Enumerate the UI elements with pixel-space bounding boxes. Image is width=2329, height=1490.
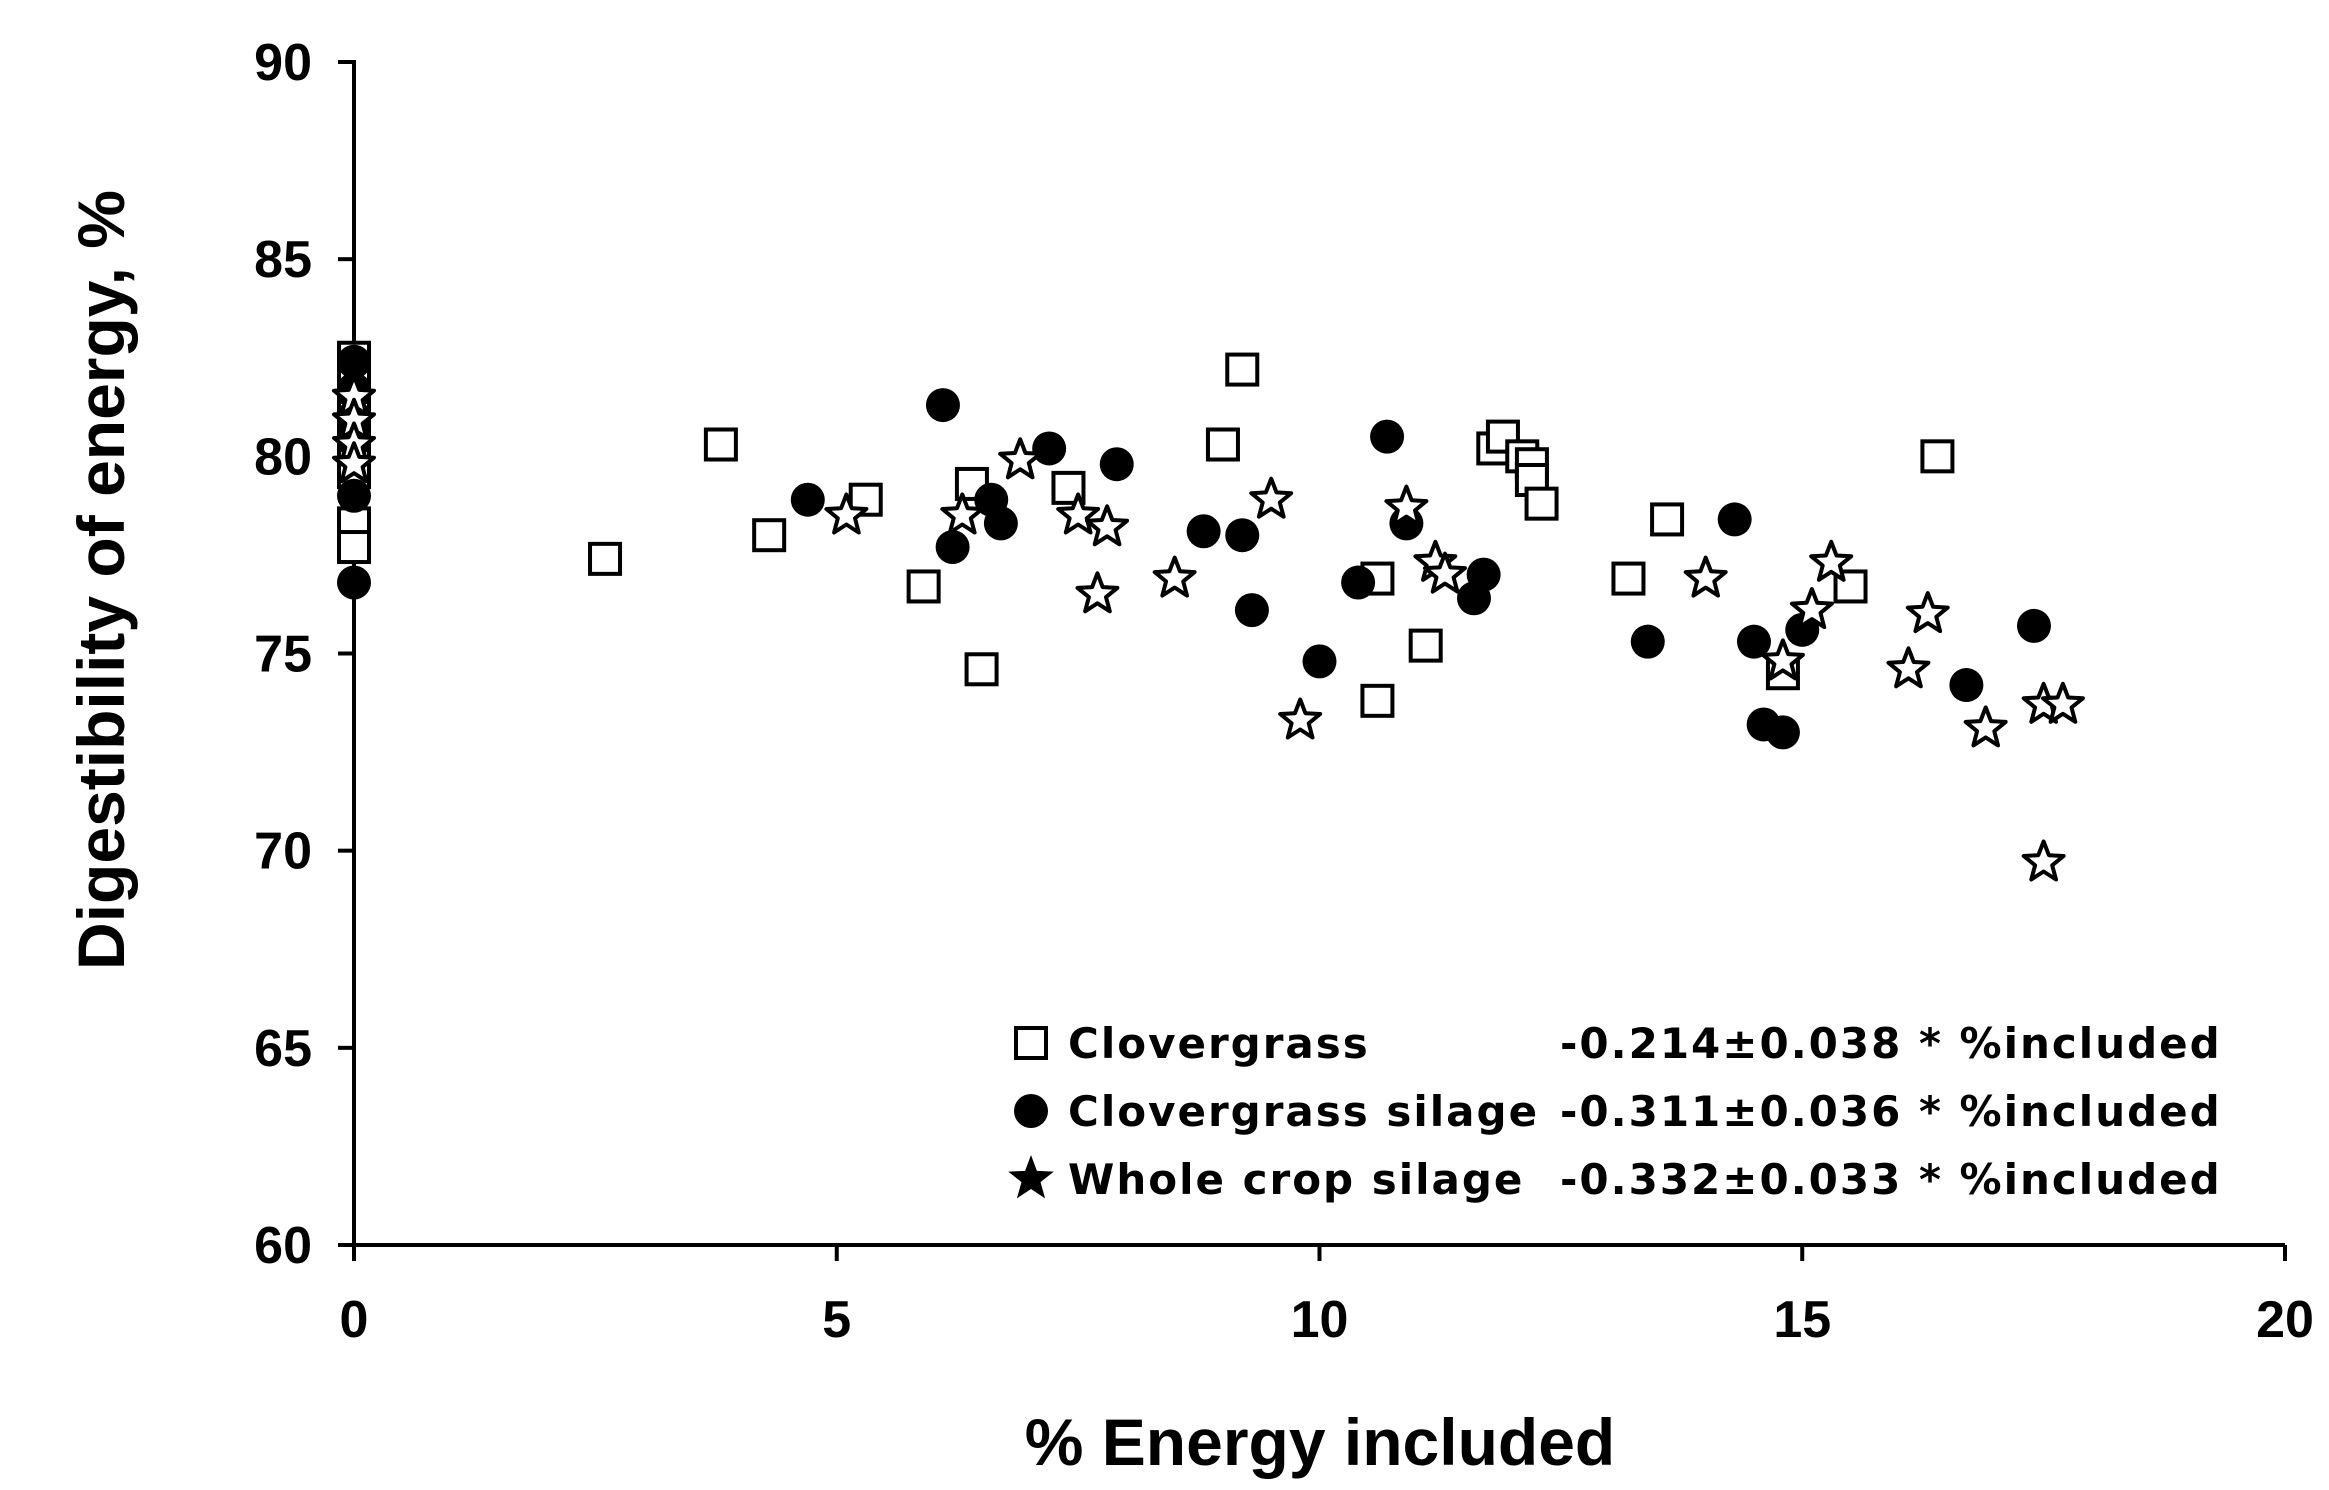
data-point [1717, 502, 1752, 537]
data-point [940, 492, 985, 535]
data-point [1650, 502, 1685, 537]
tick-labels: 60 65 70 75 80 85 90 0 5 10 15 20 [254, 34, 2314, 1349]
data-point [703, 427, 738, 462]
data-point [983, 506, 1018, 541]
data-point [935, 530, 970, 565]
data-point [337, 478, 371, 513]
y-tick-label: 75 [254, 626, 312, 684]
data-point [1085, 504, 1130, 547]
data-point [1736, 624, 1771, 659]
y-axis-title: Digestibility of energy, % [64, 190, 138, 970]
data-point [1341, 565, 1376, 600]
data-point [1249, 476, 1294, 519]
y-tick-label: 65 [254, 1020, 312, 1078]
legend-equation: -0.332±0.033 * %included [1560, 1155, 2222, 1204]
legend-equation: -0.311±0.036 * %included [1560, 1087, 2222, 1136]
x-tick-label: 0 [340, 1291, 369, 1349]
y-tick-label: 60 [254, 1217, 312, 1275]
data-point [2016, 608, 2051, 643]
legend-marker [1014, 1094, 1048, 1128]
data-point [1360, 683, 1395, 718]
legend-label: Whole crop silage [1068, 1155, 1524, 1204]
data-point [2021, 839, 2066, 882]
data-point [1683, 555, 1728, 598]
y-tick-label: 70 [254, 823, 312, 881]
data-point [1152, 555, 1197, 598]
legend-label: Clovergrass silage [1068, 1087, 1539, 1136]
data-point [1384, 484, 1429, 527]
data-point [1524, 486, 1559, 521]
data-point [1186, 514, 1221, 549]
data-point [790, 482, 825, 517]
data-point [1765, 715, 1800, 750]
series-filled-circle [337, 344, 2051, 750]
x-axis-title: % Energy included [1025, 1405, 1615, 1479]
data-point [1920, 439, 1955, 474]
data-point [1370, 419, 1405, 454]
data-point [925, 388, 960, 423]
series-star [332, 374, 2085, 882]
data-point [1056, 492, 1101, 535]
legend-marker [1008, 1155, 1054, 1199]
data-point [1963, 705, 2008, 748]
data-point [906, 569, 941, 604]
data-point [1789, 587, 1834, 630]
data-point [332, 441, 376, 484]
data-point [1075, 571, 1120, 614]
data-point [964, 652, 999, 687]
data-point [824, 492, 869, 535]
data-point [337, 344, 371, 379]
data-point [337, 565, 371, 600]
data-point [1234, 593, 1269, 628]
x-tick-label: 15 [1773, 1291, 1831, 1349]
data-point [2041, 681, 2085, 724]
data-point [337, 530, 371, 565]
x-tick-label: 10 [1291, 1291, 1349, 1349]
data-point [1225, 518, 1260, 553]
data-point [1611, 561, 1646, 596]
y-tick-label: 85 [254, 231, 312, 289]
data-point [1408, 628, 1443, 663]
legend-label: Clovergrass [1068, 1019, 1370, 1068]
data-point [1423, 551, 1467, 594]
data-point [1761, 638, 1805, 681]
data-point [998, 437, 1043, 480]
data-point [1886, 646, 1931, 689]
axes [338, 60, 2287, 1261]
data-point [1032, 431, 1067, 466]
data-point [1905, 591, 1950, 634]
data-point [1630, 624, 1665, 659]
legend-equation: -0.214±0.038 * %included [1560, 1019, 2222, 1068]
legend-marker [1014, 1026, 1048, 1060]
x-tick-label: 5 [822, 1291, 851, 1349]
legend: Clovergrass -0.214±0.038 * %included Clove… [1008, 1019, 2222, 1204]
data-point [1099, 447, 1134, 482]
data-point [588, 541, 623, 576]
data-point [1205, 427, 1240, 462]
data-point [1302, 644, 1337, 679]
data-point [1809, 539, 1854, 582]
data-point [1225, 352, 1260, 387]
x-tick-label: 20 [2256, 1291, 2314, 1349]
series-open-square [337, 340, 1955, 718]
data-point [1949, 668, 1984, 703]
data-points [332, 340, 2085, 882]
y-tick-label: 80 [254, 428, 312, 486]
data-point [1466, 557, 1501, 592]
data-point [1278, 697, 1323, 740]
data-point [752, 518, 787, 553]
y-tick-label: 90 [254, 34, 312, 92]
